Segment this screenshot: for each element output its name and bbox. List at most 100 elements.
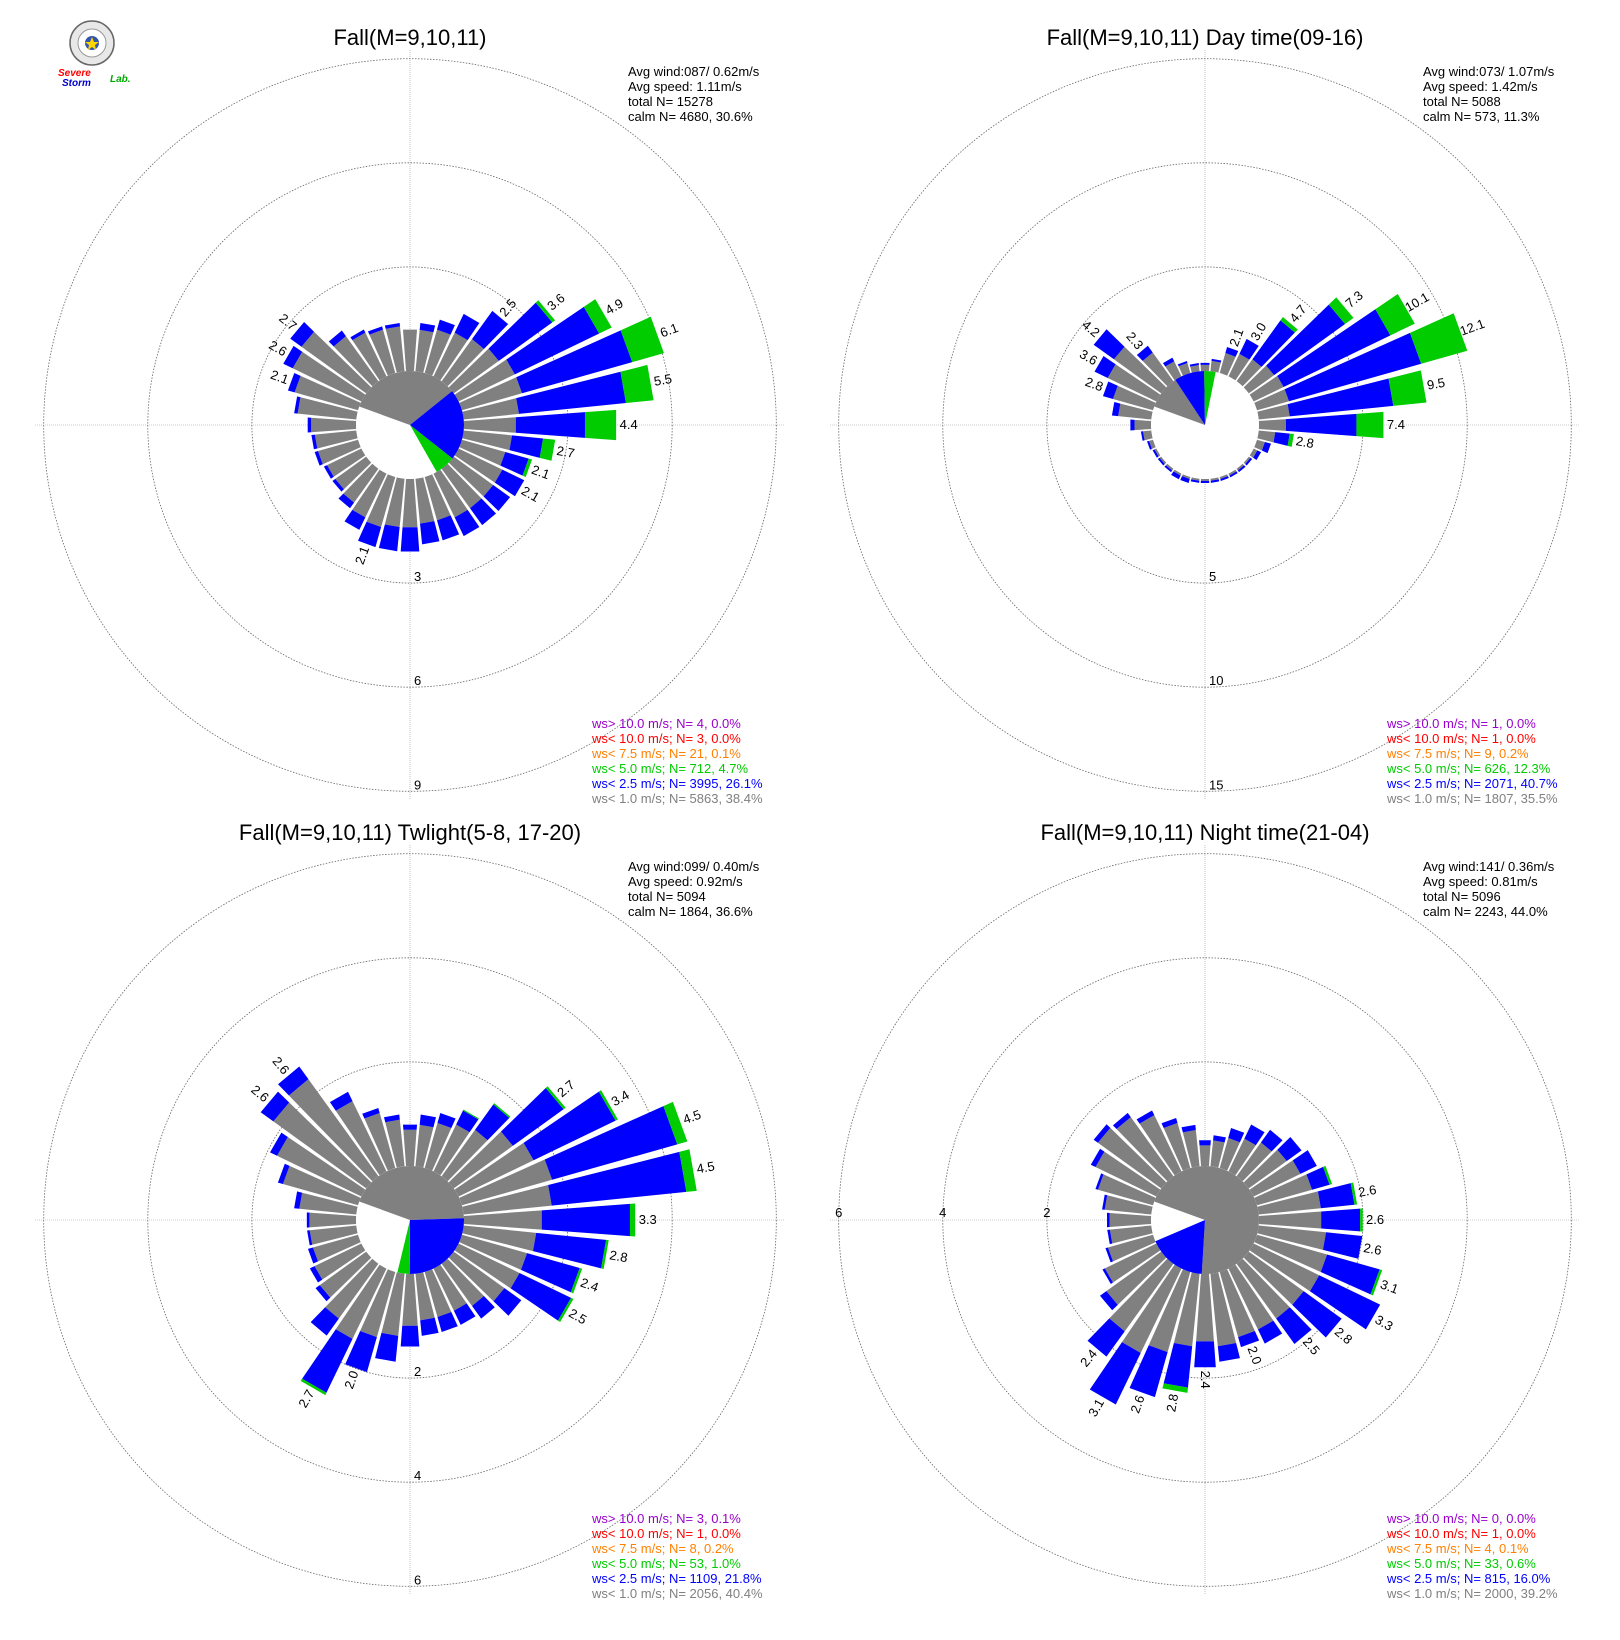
stat-line: total N= 5096 (1423, 889, 1501, 904)
bar-label-160: 2.0 (1245, 1344, 1265, 1366)
bar-260-blue (311, 434, 318, 450)
bar-180-gray (402, 1273, 418, 1326)
bar-120-blue (1253, 450, 1262, 461)
bar-280-gray (297, 397, 358, 420)
bar-label-60: 4.9 (603, 296, 626, 318)
bar-310-gray (301, 331, 372, 394)
bar-160-gray (424, 1269, 452, 1318)
bar-label-70: 6.1 (658, 320, 680, 340)
calm-slice-gray (359, 371, 453, 425)
bar-140-blue (472, 1296, 495, 1319)
bar-20-blue (437, 1112, 456, 1129)
panel-title: Fall(M=9,10,11) Twlight(5-8, 17-20) (239, 820, 581, 845)
bar-230-gray (319, 1251, 372, 1298)
bar-70-blue (1284, 332, 1422, 402)
legend-entry-orange: ws< 7.5 m/s; N= 8, 0.2% (591, 1541, 734, 1556)
bar-label-220: 2.4 (1077, 1346, 1100, 1369)
bar-300-gray (277, 1136, 366, 1197)
bar-220-gray (343, 463, 379, 503)
bar-290-blue (1102, 381, 1118, 399)
bar-330-blue (1162, 357, 1175, 367)
bar-350-gray (385, 1119, 405, 1168)
logo-text-line2: Storm (62, 78, 91, 89)
bar-170-blue (1210, 479, 1220, 483)
bar-110-gray (459, 1234, 528, 1270)
bar-60-gray (1249, 375, 1284, 402)
bar-170-blue (420, 521, 440, 545)
bar-40-gray (441, 1129, 488, 1182)
bar-80-green (1388, 370, 1427, 406)
bar-280-blue (294, 1191, 303, 1209)
bar-240-blue (1152, 449, 1159, 458)
bar-210-blue (1089, 1342, 1141, 1405)
legend-entry-purple: ws> 10.0 m/s; N= 3, 0.1% (591, 1511, 741, 1526)
stat-line: total N= 5094 (628, 889, 706, 904)
bar-70-gray (459, 377, 523, 411)
bar-340-blue (1177, 361, 1188, 367)
bar-320-gray (288, 1079, 379, 1182)
bar-250-gray (1107, 1234, 1156, 1262)
bar-30-gray (1228, 353, 1250, 381)
bar-320-blue (1112, 1112, 1131, 1130)
stat-line: Avg wind:087/ 0.62m/s (628, 64, 760, 79)
bar-350-blue (383, 1114, 400, 1123)
bar-240-blue (1102, 1268, 1113, 1284)
bar-250-blue (307, 1247, 319, 1264)
bar-label-210: 3.1 (1085, 1396, 1107, 1419)
bar-170-blue (1217, 1342, 1240, 1362)
bar-100-blue (1273, 432, 1290, 446)
legend-entry-red: ws< 10.0 m/s; N= 1, 0.0% (591, 1526, 741, 1541)
bar-140-gray (441, 1258, 484, 1307)
bar-100-blue (1322, 1232, 1363, 1259)
bar-10-blue (419, 322, 436, 333)
bar-label-200: 2.0 (341, 1369, 361, 1391)
bar-label-310: 2.7 (276, 310, 299, 333)
bar-120-gray (1249, 1243, 1320, 1292)
grid-ring (1046, 1061, 1364, 1379)
bar-label-110: 2.4 (579, 1275, 601, 1295)
grid-ring (43, 853, 777, 1587)
bar-140-blue (1237, 465, 1246, 473)
bar-label-70: 4.5 (681, 1107, 703, 1127)
bar-120-gray (454, 448, 503, 483)
bar-label-190: 2.8 (1163, 1393, 1181, 1413)
bar-100-blue (509, 435, 544, 458)
bar-70-green (663, 1101, 688, 1145)
bar-290-blue (287, 372, 301, 393)
bar-200-blue (357, 521, 382, 548)
bar-340-blue (362, 1107, 380, 1119)
bar-90-gray (1258, 419, 1286, 431)
stat-line: Avg wind:099/ 0.40m/s (628, 859, 760, 874)
bar-70-blue (516, 330, 633, 394)
grid-ring (942, 162, 1468, 688)
logo-text-line1: Severe (58, 68, 91, 79)
bar-320-blue (278, 1066, 309, 1096)
stat-line: Avg wind:073/ 1.07m/s (1423, 64, 1555, 79)
bar-110-blue (520, 1253, 580, 1293)
bar-160-blue (437, 1311, 458, 1333)
bar-270-blue (306, 1212, 310, 1228)
bar-340-blue (1161, 1117, 1178, 1129)
bar-310-gray (1113, 346, 1167, 394)
bar-230-blue (315, 1285, 331, 1302)
bar-170-gray (415, 1272, 435, 1321)
bar-190-blue (375, 1332, 399, 1362)
bar-100-green (539, 438, 556, 461)
bar-310-blue (1093, 1124, 1111, 1143)
bar-270-blue (307, 417, 312, 433)
panel-title: Fall(M=9,10,11) (333, 25, 486, 50)
grid-ring (43, 58, 777, 792)
bar-80-blue (1287, 378, 1394, 417)
bar-label-120: 3.3 (1373, 1312, 1396, 1334)
bar-label-310: 2.6 (248, 1082, 271, 1105)
bar-label-200: 2.6 (1127, 1393, 1147, 1415)
ring-tick-label: 5 (1209, 569, 1216, 584)
bar-90-blue (541, 1203, 630, 1237)
legend-entry-green: ws< 5.0 m/s; N= 53, 1.0% (591, 1556, 741, 1571)
bar-110-green (522, 458, 533, 478)
bar-170-gray (1210, 477, 1219, 481)
bar-150-gray (1228, 469, 1237, 476)
stat-line: calm N= 1864, 36.6% (628, 904, 753, 919)
bar-label-300: 3.6 (1077, 346, 1100, 368)
bar-180-gray (402, 478, 418, 528)
